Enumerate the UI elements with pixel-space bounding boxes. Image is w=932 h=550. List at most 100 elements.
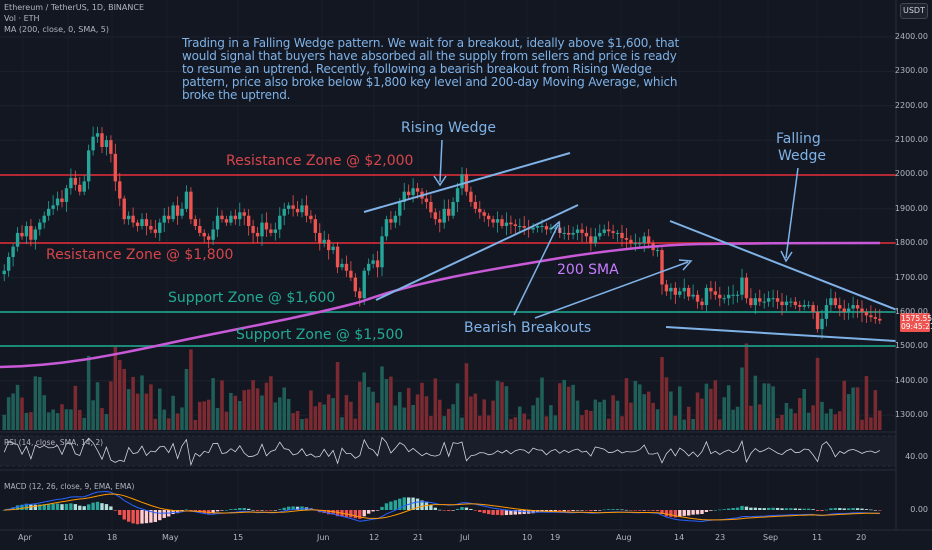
- volume-bar: [153, 418, 158, 430]
- volume-bar: [615, 400, 620, 430]
- candle-body: [113, 153, 118, 182]
- volume-bar: [820, 401, 824, 430]
- candle-body: [211, 229, 215, 240]
- candle-body: [478, 208, 482, 213]
- macd-histogram-bar: [278, 509, 282, 510]
- volume-bar: [358, 381, 362, 430]
- candle-body: [291, 205, 295, 209]
- macd-histogram-bar: [371, 510, 375, 512]
- volume-bar: [802, 389, 806, 430]
- candle-body: [704, 287, 709, 306]
- price-tick-label: 1800.00: [894, 238, 928, 248]
- volume-bar: [69, 409, 73, 430]
- volume-bar: [389, 376, 393, 430]
- candle-body: [6, 256, 11, 271]
- candle-body: [42, 215, 46, 223]
- volume-bar: [95, 382, 100, 430]
- candle-body: [491, 219, 495, 223]
- macd-histogram-bar: [344, 510, 349, 517]
- candle-body: [495, 219, 500, 223]
- macd-histogram-bar: [73, 504, 78, 510]
- volume-bar: [55, 413, 60, 430]
- volume-bar: [189, 349, 193, 430]
- candle-body: [878, 318, 882, 321]
- macd-histogram-bar: [518, 510, 522, 515]
- candle-body: [171, 205, 175, 220]
- macd-histogram-bar: [238, 508, 242, 510]
- macd-histogram-bar: [15, 505, 20, 510]
- volume-bar: [873, 390, 878, 430]
- candle-body: [766, 298, 771, 302]
- volume-bar: [602, 399, 606, 430]
- candle-body: [126, 215, 131, 220]
- macd-histogram-bar: [100, 503, 104, 510]
- macd-histogram-bar: [362, 510, 366, 517]
- macd-histogram-bar: [424, 502, 429, 510]
- macd-histogram-bar: [389, 501, 393, 510]
- candle-body: [611, 231, 615, 233]
- candle-body: [255, 232, 260, 237]
- volume-bar: [811, 405, 815, 430]
- candle-body: [51, 205, 55, 209]
- candle-body: [451, 201, 455, 216]
- candle-body: [873, 317, 878, 319]
- candle-body: [615, 232, 620, 234]
- macd-histogram-bar: [282, 507, 286, 510]
- candle-body: [518, 226, 522, 228]
- candle-body: [846, 308, 851, 312]
- volume-bar: [744, 343, 749, 430]
- falling-wedge-label-line1: Falling: [776, 131, 821, 147]
- candle-body: [833, 298, 838, 306]
- candle-body: [64, 188, 69, 202]
- candle-body: [153, 229, 158, 233]
- currency-button[interactable]: USDT: [900, 3, 928, 19]
- volume-bar: [109, 381, 113, 430]
- candle-body: [762, 301, 766, 303]
- falling-wedge-lower-line: [665, 326, 897, 342]
- volume-bar: [509, 419, 513, 430]
- volume-bar: [753, 375, 758, 430]
- volume-bar: [784, 402, 789, 430]
- macd-histogram-bar: [20, 504, 24, 510]
- candle-body: [509, 222, 513, 225]
- candle-body: [304, 205, 309, 216]
- volume-bar: [486, 415, 491, 430]
- volume-bar: [566, 386, 571, 430]
- macd-histogram-bar: [584, 510, 589, 511]
- candle-body: [278, 215, 282, 230]
- time-tick-label: May: [162, 533, 179, 542]
- macd-histogram-bar: [758, 507, 762, 510]
- macd-histogram-bar: [802, 508, 806, 510]
- candle-body: [340, 263, 344, 268]
- sma-200-line: [0, 241, 881, 369]
- macd-histogram-bar: [815, 510, 820, 511]
- macd-histogram-bar: [864, 509, 869, 510]
- volume-bar: [433, 378, 438, 430]
- price-tick-label: 1700.00: [894, 272, 928, 282]
- volume-bar: [180, 407, 184, 430]
- volume-bar: [144, 393, 149, 430]
- candle-body: [55, 198, 60, 206]
- volume-bar: [664, 377, 669, 430]
- macd-histogram-bar: [451, 510, 455, 511]
- symbol-title: Ethereum / TetherUS, 1D, BINANCE: [4, 3, 145, 12]
- volume-bar: [215, 407, 220, 430]
- volume-bar: [42, 395, 46, 430]
- volume-bar: [740, 367, 744, 430]
- macd-histogram-bar: [846, 508, 851, 510]
- volume-bar: [224, 411, 229, 430]
- candle-body: [575, 229, 580, 233]
- candle-body: [740, 277, 744, 295]
- support-1500-label: Support Zone @ $1,500: [236, 327, 404, 343]
- volume-bar: [393, 405, 398, 430]
- macd-histogram-bar: [549, 510, 553, 512]
- volume-bar: [540, 377, 544, 430]
- candle-body: [295, 208, 300, 213]
- macd-histogram-bar: [851, 508, 855, 510]
- candle-body: [602, 229, 606, 233]
- macd-histogram-bar: [704, 510, 709, 512]
- macd-signal-line: [4, 493, 880, 521]
- candle-body: [375, 260, 380, 268]
- volume-bar: [584, 409, 589, 430]
